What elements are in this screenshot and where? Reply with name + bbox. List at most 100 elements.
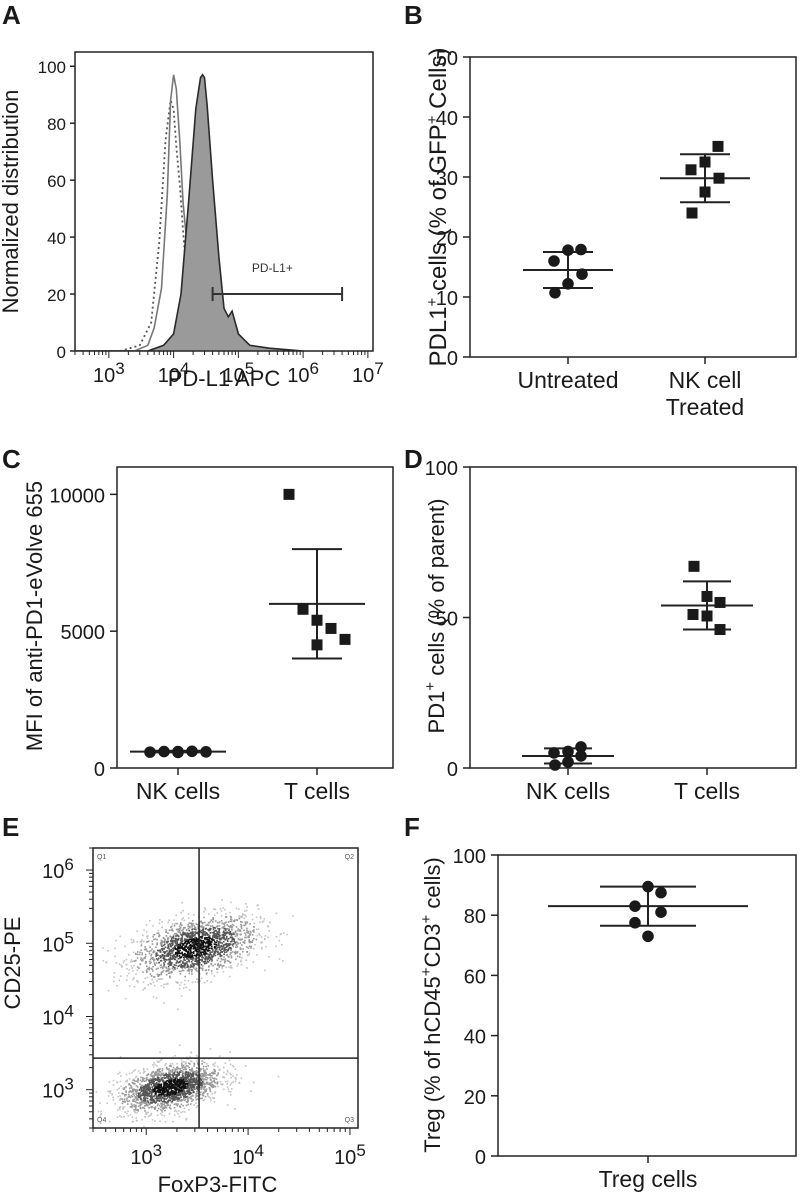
event-dot-0	[197, 948, 200, 950]
event-dot-1	[166, 1085, 169, 1087]
event-dot-1	[136, 1080, 138, 1083]
event-dot-1	[168, 1075, 171, 1078]
event-dot-0	[245, 909, 248, 912]
data-point-square	[686, 207, 698, 219]
event-dot-1	[159, 1071, 161, 1073]
event-dot-0	[211, 972, 213, 975]
event-dot-1	[140, 1100, 143, 1103]
event-dot-0	[165, 966, 167, 968]
event-dot-1	[208, 1096, 210, 1098]
event-dot-1	[129, 1096, 132, 1099]
event-dot-0	[193, 945, 196, 947]
event-dot-0	[238, 915, 240, 917]
event-dot-0	[227, 940, 229, 943]
event-dot-0	[169, 950, 172, 952]
event-dot-1	[139, 1079, 142, 1082]
event-dot-1	[177, 1091, 180, 1093]
event-dot-0	[172, 934, 175, 937]
event-dot-0	[212, 934, 214, 937]
event-dot-0	[136, 969, 139, 971]
event-dot-1	[125, 1099, 128, 1101]
event-dot-1	[154, 1120, 156, 1122]
category-label-1-0: NK cell	[669, 367, 742, 393]
event-dot-0	[158, 922, 161, 925]
event-dot-1	[125, 1090, 127, 1092]
event-dot-1	[165, 1087, 167, 1090]
event-dot-0	[170, 937, 173, 940]
event-dot-0	[184, 955, 186, 957]
event-dot-0	[221, 934, 224, 936]
event-dot-0	[204, 953, 206, 955]
event-dot-1	[128, 1100, 131, 1102]
event-dot-1	[199, 1073, 201, 1076]
event-dot-1	[132, 1090, 134, 1092]
event-dot-0	[232, 931, 235, 934]
event-dot-1	[136, 1090, 138, 1093]
event-dot-1	[192, 1085, 194, 1087]
event-dot-0	[229, 932, 232, 935]
event-dot-0	[176, 929, 179, 931]
event-dot-0	[133, 976, 135, 979]
event-dot-1	[211, 1093, 213, 1095]
event-dot-0	[255, 938, 258, 941]
y-tick-label-3-exp: 6	[64, 855, 73, 874]
data-point-square	[714, 596, 726, 608]
event-dot-0	[230, 925, 232, 928]
event-dot-0	[241, 916, 243, 919]
event-dot-0	[207, 961, 210, 963]
event-dot-1	[204, 1095, 207, 1098]
event-dot-1	[131, 1104, 134, 1107]
event-dot-0	[184, 959, 186, 962]
event-dot-1	[187, 1099, 189, 1102]
event-dot-0	[180, 945, 182, 948]
event-dot-0	[196, 923, 199, 926]
event-dot-0	[203, 953, 205, 955]
x-tick-label-3-exp: 6	[310, 359, 319, 378]
event-dot-1	[99, 1115, 101, 1118]
event-dot-0	[174, 944, 177, 947]
event-dot-0	[212, 955, 215, 957]
event-dot-1	[176, 1071, 179, 1073]
event-dot-1	[154, 1085, 156, 1088]
event-dot-1	[226, 1080, 229, 1083]
event-dot-1	[190, 1082, 192, 1084]
event-dot-0	[190, 952, 193, 954]
event-dot-1	[173, 1074, 175, 1076]
data-point-square	[699, 186, 711, 198]
event-dot-1	[175, 1083, 178, 1085]
event-dot-1	[180, 1059, 183, 1062]
event-dot-0	[229, 961, 232, 964]
event-dot-0	[230, 918, 232, 920]
event-dot-1	[210, 1075, 212, 1077]
event-dot-0	[213, 951, 216, 953]
event-dot-0	[150, 950, 152, 952]
event-dot-1	[139, 1083, 141, 1085]
event-dot-0	[213, 932, 215, 934]
data-point-circle	[200, 746, 212, 758]
event-dot-0	[167, 938, 169, 941]
event-dot-0	[173, 940, 176, 942]
event-dot-0	[192, 957, 195, 959]
event-dot-0	[179, 928, 181, 930]
event-dot-1	[192, 1074, 194, 1077]
event-dot-0	[125, 979, 128, 981]
event-dot-1	[191, 1094, 194, 1097]
event-dot-1	[234, 1076, 236, 1079]
data-point-circle	[575, 243, 587, 256]
event-dot-0	[205, 962, 208, 964]
event-dot-0	[256, 934, 259, 937]
event-dot-0	[234, 951, 236, 953]
event-dot-1	[182, 1092, 184, 1095]
event-dot-1	[141, 1118, 143, 1121]
event-dot-0	[216, 940, 218, 943]
plot-bg	[93, 848, 358, 1128]
event-dot-1	[201, 1086, 204, 1088]
event-dot-0	[246, 921, 249, 924]
event-dot-0	[234, 931, 237, 934]
event-dot-1	[157, 1095, 160, 1098]
event-dot-0	[152, 925, 154, 927]
y-tick-label-0: 103	[42, 1075, 74, 1103]
event-dot-1	[156, 1098, 158, 1101]
event-dot-1	[126, 1080, 128, 1083]
